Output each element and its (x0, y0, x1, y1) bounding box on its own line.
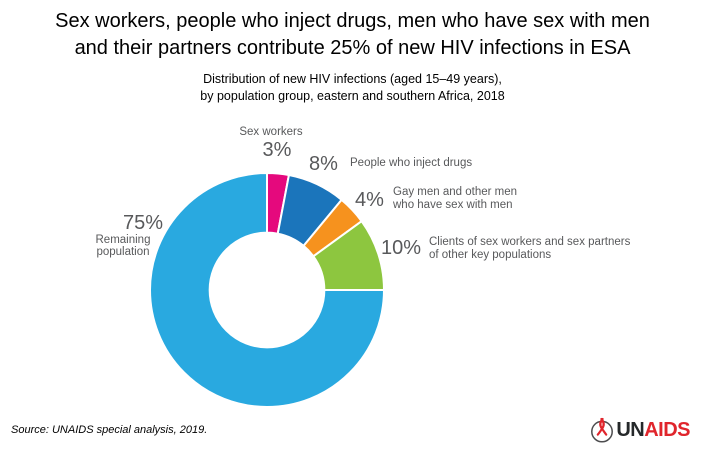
unaids-logo: UNAIDS (590, 417, 690, 443)
chart-subtitle: Distribution of new HIV infections (aged… (0, 71, 705, 104)
value-remaining: 75% (122, 212, 164, 234)
label-sex-workers: Sex workers (239, 126, 303, 138)
label-msm-line1: Gay men and other men (393, 186, 518, 198)
unaids-logo-aids: AIDS (644, 418, 690, 441)
value-sex-workers: 3% (262, 139, 292, 161)
source-note: Source: UNAIDS special analysis, 2019. (11, 424, 208, 436)
donut-chart (149, 172, 385, 408)
value-msm: 4% (355, 189, 384, 211)
label-remaining: Remaining population (78, 234, 168, 259)
label-msm-line2: who have sex with men (393, 199, 513, 211)
unaids-logo-text: UNAIDS (616, 419, 690, 442)
label-clients-line2: of other key populations (429, 249, 552, 261)
label-msm: Gay men and other men who have sex with … (393, 186, 517, 212)
label-remaining-line1: Remaining (95, 234, 151, 246)
label-clients: Clients of sex workers and sex partners … (429, 236, 630, 262)
chart-subtitle-line1: Distribution of new HIV infections (aged… (203, 72, 502, 86)
label-clients-line1: Clients of sex workers and sex partners (429, 236, 631, 248)
unaids-logo-un: UN (616, 418, 645, 441)
page-title-line2: and their partners contribute 25% of new… (74, 37, 631, 59)
donut-segment (149, 172, 385, 408)
value-clients: 10% (381, 237, 422, 259)
value-inject-drugs: 8% (309, 153, 338, 175)
page-title: Sex workers, people who inject drugs, me… (0, 8, 705, 62)
label-inject-drugs: People who inject drugs (350, 157, 473, 169)
page-title-line1: Sex workers, people who inject drugs, me… (55, 10, 650, 32)
chart-subtitle-line2: by population group, eastern and souther… (200, 88, 505, 103)
label-remaining-line2: population (96, 245, 150, 258)
unaids-emblem-icon (591, 417, 614, 443)
